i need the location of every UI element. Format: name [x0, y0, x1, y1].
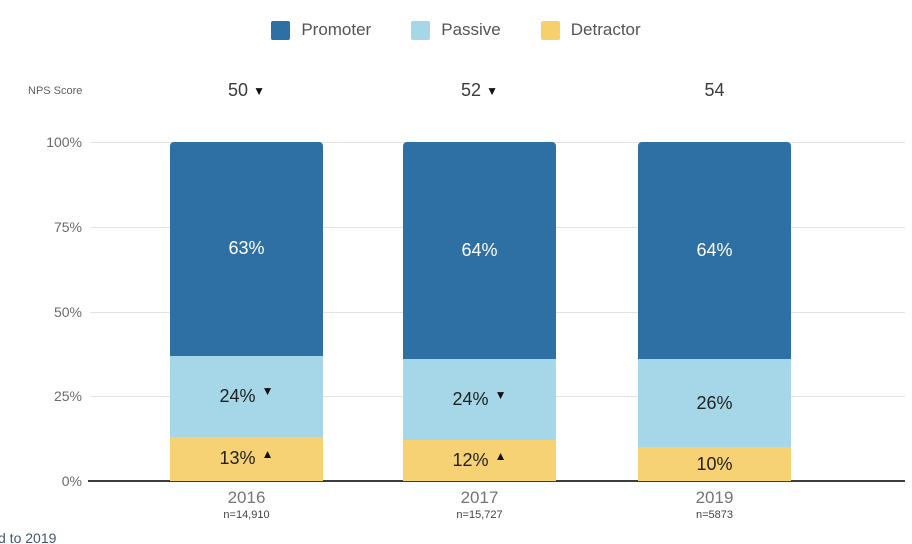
nps-trend-down-icon: ▼ — [486, 84, 498, 98]
nps-score-value: 50 — [228, 80, 249, 100]
detractor-swatch-icon — [540, 20, 560, 40]
trend-up-icon: ▲ — [261, 446, 274, 461]
bar-segment-detractor-2017[interactable]: 12% ▲ — [403, 440, 556, 481]
y-tick-25%: 25% — [53, 388, 82, 405]
sample-size-2017: n=15,727 — [456, 509, 503, 521]
bar-segment-promoter-2019[interactable]: 64% — [638, 142, 791, 359]
nps-score-2016: 50 ▼ — [157, 80, 337, 101]
sample-size-2019: n=5873 — [695, 509, 733, 521]
segment-value-label: 26% — [696, 392, 733, 413]
legend-label-promoter: Promoter — [301, 20, 372, 39]
promoter-swatch-icon — [271, 20, 291, 40]
nps-score-value: 52 — [461, 80, 482, 100]
footnote-fragment: d to 2019 — [0, 530, 57, 544]
bar-2017: 64% 24% ▼ 12% ▲ — [403, 142, 556, 481]
y-tick-50%: 50% — [53, 303, 82, 320]
legend-label-passive: Passive — [441, 20, 501, 39]
sample-size-2016: n=14,910 — [223, 509, 270, 521]
y-tick-75%: 75% — [53, 218, 82, 235]
x-tick-2016: 2016 — [227, 488, 266, 507]
trend-down-icon: ▼ — [261, 384, 274, 399]
nps-score-2017: 52 ▼ — [390, 80, 570, 101]
legend-item-promoter[interactable]: Promoter — [271, 20, 371, 40]
x-axis-line — [88, 480, 905, 482]
segment-value-label: 64% — [696, 239, 733, 260]
trend-up-icon: ▲ — [494, 448, 507, 463]
bar-segment-promoter-2017[interactable]: 64% — [403, 142, 556, 359]
nps-score-2019: 54 — [625, 80, 805, 101]
bar-segment-passive-2016[interactable]: 24% ▼ — [170, 355, 323, 437]
nps-trend-down-icon: ▼ — [253, 84, 265, 98]
trend-down-icon: ▼ — [494, 387, 507, 402]
bar-segment-passive-2019[interactable]: 26% — [638, 358, 791, 448]
segment-value-label: 24% — [219, 385, 256, 406]
nps-score-value: 54 — [704, 80, 725, 100]
segment-value-label: 24% — [452, 389, 489, 410]
passive-swatch-icon — [411, 20, 431, 40]
y-tick-100%: 100% — [46, 134, 82, 150]
segment-value-label: 12% — [452, 450, 489, 471]
x-tick-2019: 2019 — [695, 488, 734, 507]
bar-segment-detractor-2019[interactable]: 10% — [638, 447, 791, 481]
bar-segment-passive-2017[interactable]: 24% ▼ — [403, 358, 556, 441]
legend-item-passive[interactable]: Passive — [411, 20, 501, 40]
segment-value-label: 63% — [228, 238, 265, 259]
segment-value-label: 13% — [219, 448, 256, 469]
segment-value-label: 64% — [461, 239, 498, 260]
plot-area: 100% 75% 50% 25% 0% 63% 24% ▼ 13% ▲ 64% 24% ▼ 12% ▲ 64%… — [46, 134, 905, 489]
bar-2016: 63% 24% ▼ 13% ▲ — [170, 142, 323, 481]
x-tick-2017: 2017 — [460, 488, 499, 507]
nps-score-axis-label: NPS Score — [28, 85, 83, 97]
legend-item-detractor[interactable]: Detractor — [540, 20, 641, 40]
legend: Promoter Passive Detractor — [0, 20, 912, 40]
segment-value-label: 10% — [696, 453, 733, 474]
bar-2019: 64% 26% 10% — [638, 142, 791, 481]
legend-label-detractor: Detractor — [570, 20, 641, 39]
bar-segment-promoter-2016[interactable]: 63% — [170, 142, 323, 356]
y-tick-0%: 0% — [61, 473, 82, 489]
bar-segment-detractor-2016[interactable]: 13% ▲ — [170, 436, 323, 481]
